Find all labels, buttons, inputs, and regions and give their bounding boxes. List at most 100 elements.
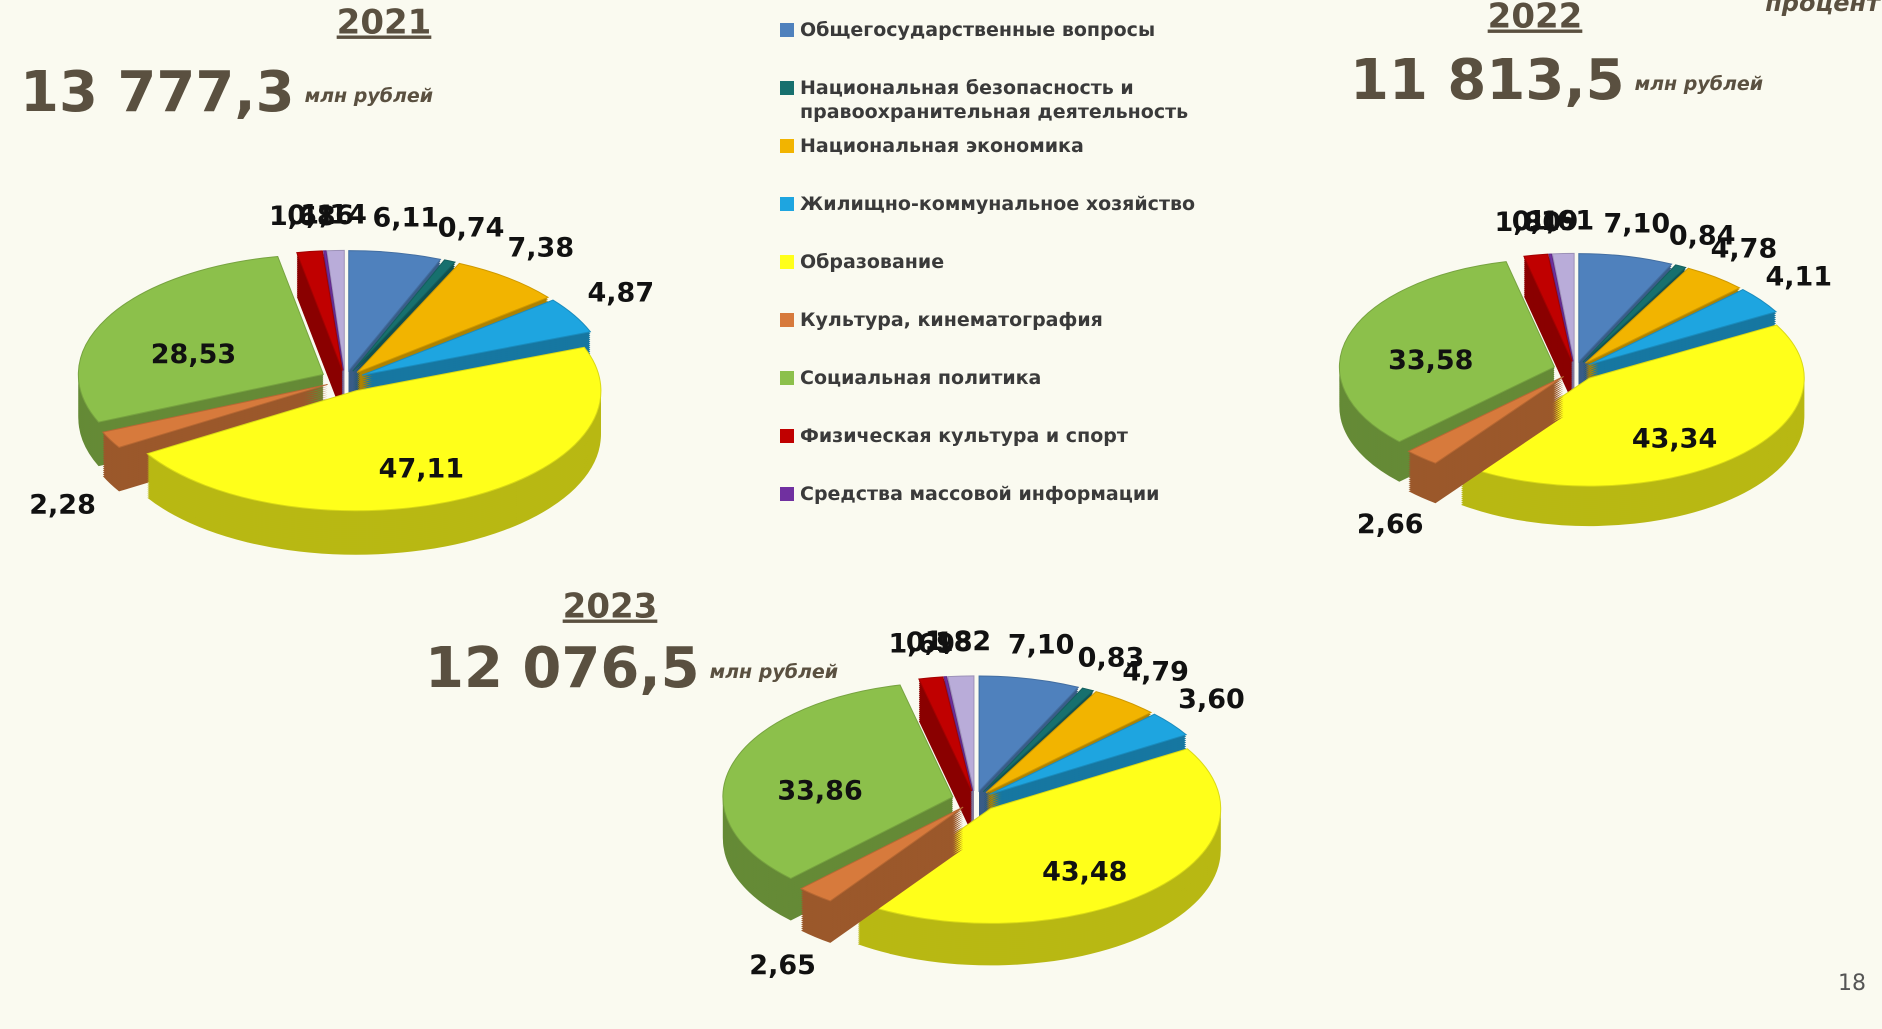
total-unit: млн рублей <box>305 85 434 107</box>
slice-side <box>918 696 972 811</box>
slice <box>1585 267 1741 364</box>
slice-side <box>918 680 972 795</box>
legend: Общегосударственные вопросы Национальная … <box>780 18 1250 540</box>
page-number: 18 <box>1838 971 1866 996</box>
slice <box>356 262 550 373</box>
slice-side <box>918 702 972 817</box>
note: процент <box>1765 0 1882 17</box>
slice-side <box>296 258 343 379</box>
legend-item: Средства массовой информации <box>780 482 1250 540</box>
slice-side <box>1523 280 1573 388</box>
slice-side <box>296 254 343 375</box>
slice-side <box>1523 258 1573 366</box>
slice <box>146 346 602 512</box>
data-label: 33,86 <box>777 776 862 807</box>
legend-item: Общегосударственные вопросы <box>780 18 1250 76</box>
legend-swatch <box>780 81 794 95</box>
slice <box>1548 253 1574 362</box>
data-label: 3,60 <box>1178 684 1245 715</box>
data-label: 2,65 <box>749 950 816 981</box>
slice <box>985 691 1153 794</box>
total-unit: млн рублей <box>1635 73 1764 95</box>
legend-label: Национальная экономика <box>800 135 1084 157</box>
slice <box>947 675 975 791</box>
legend-swatch <box>780 255 794 269</box>
slice-side <box>918 708 972 823</box>
data-label: 0,19 <box>1512 206 1579 237</box>
slice-side <box>1523 270 1573 378</box>
slice-side <box>296 266 343 387</box>
slice-side <box>1523 286 1573 394</box>
data-label: 4,11 <box>1765 261 1832 292</box>
legend-swatch <box>780 139 794 153</box>
data-label: 47,11 <box>379 453 464 484</box>
data-label: 0,18 <box>906 627 973 658</box>
slice-side <box>1523 290 1573 398</box>
slice-side <box>918 700 972 815</box>
slice-side <box>296 256 343 377</box>
slice-side <box>1523 268 1573 376</box>
slice-side <box>296 294 343 415</box>
legend-item: Социальная политика <box>780 366 1250 424</box>
data-label: 0,84 <box>1669 220 1736 251</box>
slice-side <box>1523 264 1573 372</box>
slice <box>856 748 1222 924</box>
slice <box>77 255 325 423</box>
slice <box>1459 324 1805 487</box>
data-label: 1,69 <box>889 628 956 659</box>
data-label: 4,78 <box>1711 234 1778 265</box>
legend-item: Национальная безопасность и правоохранит… <box>780 76 1250 134</box>
data-label: 28,53 <box>151 339 236 370</box>
slice <box>296 250 343 371</box>
slice-side <box>296 260 343 381</box>
slice-side <box>296 276 343 397</box>
slice-side <box>1523 294 1573 402</box>
data-label: 1,61 <box>1528 205 1595 236</box>
data-label: 7,10 <box>1008 630 1075 661</box>
slice-side <box>1523 284 1573 392</box>
data-label: 7,38 <box>508 232 575 263</box>
slice-side <box>1523 288 1573 396</box>
slice <box>722 684 954 880</box>
slice <box>101 383 328 448</box>
slice-side <box>1523 260 1573 368</box>
slice <box>1578 253 1673 363</box>
total: 13 777,3 млн рублей <box>20 60 433 125</box>
legend-label: Национальная безопасность и правоохранит… <box>800 77 1189 123</box>
total: 12 076,5 млн рублей <box>425 636 838 701</box>
data-label: 7,10 <box>1604 209 1671 240</box>
slice-side <box>1523 276 1573 384</box>
slice-side <box>918 714 972 829</box>
pie-title: 2023 <box>563 587 658 627</box>
slice <box>918 676 973 792</box>
slice-side <box>296 284 343 405</box>
slice-side <box>1523 266 1573 374</box>
slice-side <box>1523 282 1573 390</box>
legend-item: Культура, кинематография <box>780 308 1250 366</box>
data-label: 0,83 <box>1078 642 1145 673</box>
slice-side <box>296 278 343 399</box>
legend-swatch <box>780 487 794 501</box>
slice-side <box>296 290 343 411</box>
data-label: 1,82 <box>925 626 992 657</box>
total-value: 12 076,5 <box>425 636 700 701</box>
legend-label: Культура, кинематография <box>800 309 1103 331</box>
slice <box>983 687 1095 793</box>
total: 11 813,5 млн рублей <box>1350 48 1763 113</box>
data-label: 6,11 <box>372 202 439 233</box>
slice <box>978 675 1080 793</box>
pie-title: 2021 <box>337 3 432 43</box>
slice-side <box>918 704 972 819</box>
slice <box>1551 252 1575 362</box>
legend-item: Образование <box>780 250 1250 308</box>
slice-side <box>918 706 972 821</box>
data-label: 2,66 <box>1357 509 1424 540</box>
slice <box>989 713 1188 795</box>
slice <box>352 259 456 372</box>
slice <box>361 299 592 376</box>
slice-side <box>296 288 343 409</box>
slice <box>1582 264 1687 363</box>
legend-swatch <box>780 23 794 37</box>
slice-side <box>1523 272 1573 380</box>
